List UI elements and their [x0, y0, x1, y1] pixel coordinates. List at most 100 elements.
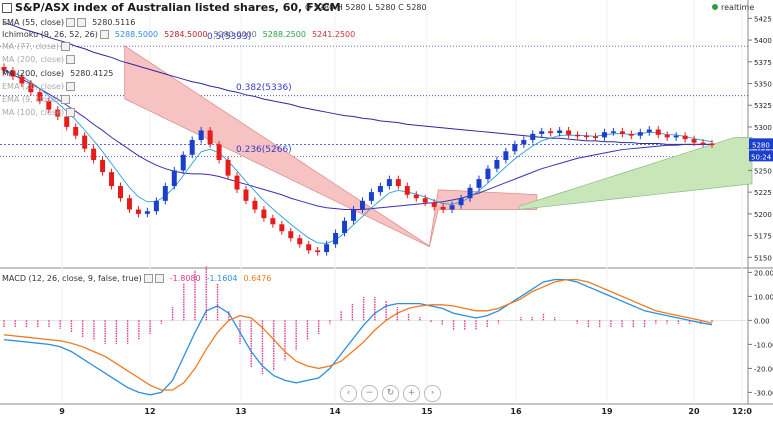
legend-ema9-label: EMA (9, close): [2, 95, 59, 104]
candle-body: [691, 139, 697, 143]
countdown-text: 50:24: [751, 153, 772, 161]
candle-body: [28, 83, 34, 93]
candle-body: [530, 133, 536, 140]
x-tick-label: 20: [688, 407, 700, 416]
settings-icon[interactable]: [61, 42, 71, 51]
candle-body: [19, 76, 25, 84]
right-arrow-icon[interactable]: ›: [424, 385, 441, 402]
candle-body: [64, 116, 70, 127]
close-icon[interactable]: [77, 18, 87, 27]
candle-body: [342, 220, 348, 233]
y-tick-label: 5375: [754, 59, 772, 67]
macd-v2: -1.1604: [206, 274, 238, 283]
candle-body: [368, 192, 374, 201]
legend-ma-b[interactable]: MA (200, close): [2, 55, 76, 64]
legend-ma200[interactable]: MA (200, close) 5280.4125: [2, 69, 113, 78]
candle-body: [584, 135, 590, 138]
legend-ma100[interactable]: MA (100, close): [2, 108, 76, 117]
candle-body: [261, 209, 267, 219]
candle-body: [628, 133, 634, 136]
candle-body: [494, 159, 500, 169]
y-tick-label: 5200: [754, 211, 772, 219]
ichimoku-v3: 5280.0000: [213, 30, 257, 39]
legend-ma-b-label: MA (200, close): [2, 55, 65, 64]
candle-body: [521, 140, 527, 145]
x-tick-label: 12: [144, 407, 155, 416]
candle-body: [395, 179, 401, 187]
fib-label-0-5: 0.5(5393): [207, 32, 252, 42]
candle-body: [82, 135, 88, 149]
ichimoku-v1: 5288.5000: [114, 30, 159, 39]
settings-icon[interactable]: [99, 30, 109, 39]
candle-body: [297, 238, 303, 245]
candle-body: [386, 179, 392, 187]
fib-label-0-382: 0.382(5336): [236, 83, 292, 93]
candle-body: [673, 135, 679, 138]
legend-ema55[interactable]: EMA (55, close) 5280.5116: [2, 18, 135, 27]
zoom-out-icon[interactable]: −: [361, 385, 378, 402]
settings-icon[interactable]: [143, 274, 153, 283]
candle-body: [351, 209, 357, 221]
candle-body: [557, 130, 563, 134]
candle-body: [566, 130, 572, 135]
candle-body: [171, 170, 177, 187]
settings-icon[interactable]: [66, 82, 76, 91]
candle-body: [539, 131, 545, 134]
candle-body: [118, 186, 124, 199]
reset-icon[interactable]: ↻: [382, 385, 399, 402]
cloud-bullish: [518, 137, 753, 210]
macd-v1: -1.8080: [169, 274, 201, 283]
candle-body: [225, 159, 231, 176]
candle-body: [270, 218, 276, 225]
candle-body: [100, 159, 106, 173]
legend-ma-a[interactable]: MA (77, close): [2, 42, 71, 51]
legend-macd-label: MACD (12, 26, close, 9, false, true): [2, 274, 142, 283]
x-tick-label: 12:0: [732, 407, 752, 416]
candle-body: [234, 175, 240, 190]
candle-body: [91, 148, 97, 160]
candle-body: [476, 179, 482, 188]
macd-y-tick-label: 0.00: [754, 317, 770, 325]
candle-body: [55, 109, 61, 117]
settings-icon[interactable]: [66, 18, 76, 27]
close-icon[interactable]: [154, 274, 164, 283]
signal-line: [3, 278, 713, 391]
last-price-text: 5280: [752, 141, 770, 149]
candle-body: [440, 206, 446, 210]
candle-body: [37, 92, 43, 101]
legend-ema-a[interactable]: EMA (20, close): [2, 82, 76, 91]
cloud-bearish: [124, 45, 538, 248]
menu-square-icon[interactable]: [2, 3, 12, 13]
candle-body: [252, 200, 258, 210]
candle-body: [180, 154, 186, 171]
y-tick-label: 5275: [754, 146, 772, 154]
y-tick-label: 5350: [754, 81, 772, 89]
settings-icon[interactable]: [66, 55, 76, 64]
ichimoku-cloud: [124, 45, 753, 248]
settings-icon[interactable]: [61, 95, 70, 104]
x-tick-label: 14: [329, 407, 341, 416]
zoom-in-icon[interactable]: +: [403, 385, 420, 402]
countdown-badge: [749, 150, 773, 162]
candle-body: [413, 194, 419, 199]
y-tick-label: 5150: [754, 254, 772, 262]
legend-macd[interactable]: MACD (12, 26, close, 9, false, true) -1.8…: [2, 274, 271, 283]
legend-ichimoku[interactable]: Ichimoku (9, 26, 52, 26) 5288.5000 5284.50…: [2, 30, 355, 39]
x-tick-label: 9: [59, 407, 65, 416]
macd-y-tick-label: -30.00: [754, 389, 773, 397]
candle-body: [216, 144, 222, 160]
candle-body: [46, 100, 52, 110]
legend-ema55-value: 5280.5116: [92, 18, 136, 27]
candle-body: [333, 232, 339, 245]
candle-body: [503, 151, 509, 160]
legend-ema9[interactable]: EMA (9, close): [2, 95, 70, 104]
candle-body: [73, 126, 79, 136]
candle-body: [1, 67, 7, 71]
left-arrow-icon[interactable]: ‹: [340, 385, 357, 402]
candle-body: [512, 144, 518, 152]
candle-body: [109, 172, 115, 187]
settings-icon[interactable]: [66, 108, 76, 117]
chart-title: S&P/ASX index of Australian listed share…: [2, 1, 341, 14]
candle-body: [449, 205, 455, 210]
candle-body: [548, 131, 554, 134]
